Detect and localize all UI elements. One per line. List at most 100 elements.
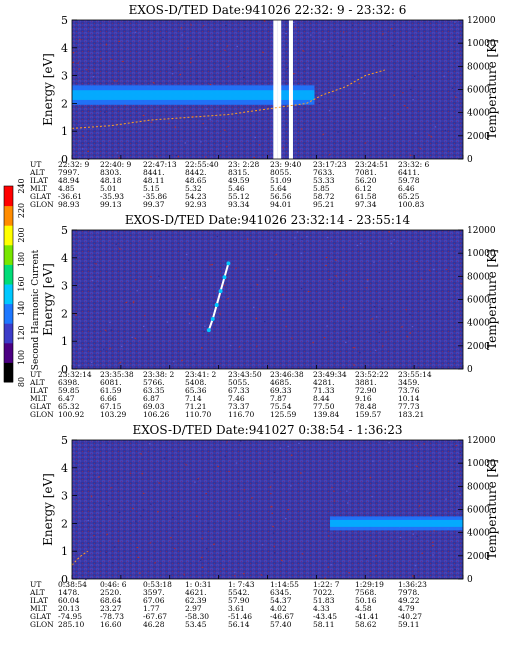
noise-speck — [237, 485, 239, 487]
orbit-cell: -74.95 — [58, 612, 82, 621]
noise-speck — [270, 506, 272, 508]
orbit-cell: 75.54 — [270, 402, 292, 411]
noise-speck — [131, 336, 134, 339]
noise-speck — [256, 345, 258, 347]
y2-tick-label: 6000 — [467, 86, 490, 96]
orbit-cell: -35.86 — [143, 192, 167, 201]
noise-speck — [118, 511, 121, 513]
orbit-row-label: GLON — [30, 620, 54, 629]
orbit-table: UTALTILATMLTGLATGLON23:32:146398.59.856.… — [29, 370, 432, 419]
noise-speck — [196, 515, 198, 517]
orbit-cell: 60.04 — [58, 596, 80, 605]
y2-axis-label: Temperature [K] — [485, 459, 499, 560]
orbit-cell: 22:47:13 — [143, 160, 177, 169]
y2-tick-label: 10000 — [467, 39, 496, 49]
noise-speck — [150, 503, 152, 505]
orbit-row-label: UT — [30, 160, 41, 169]
noise-speck — [188, 313, 191, 315]
noise-speck — [224, 49, 226, 51]
noise-speck — [233, 571, 236, 573]
noise-speck — [139, 572, 141, 574]
noise-speck — [87, 519, 89, 522]
noise-speck — [417, 240, 420, 242]
noise-speck — [423, 443, 425, 445]
noise-speck — [332, 283, 335, 285]
noise-speck — [270, 493, 272, 495]
orbit-cell: 95.21 — [313, 200, 334, 209]
noise-speck — [179, 73, 181, 76]
noise-speck — [77, 62, 80, 64]
noise-speck — [254, 136, 256, 139]
noise-speck — [188, 322, 191, 324]
orbit-cell: 48.11 — [143, 176, 164, 185]
noise-speck — [378, 331, 381, 334]
noise-speck — [197, 478, 200, 480]
trace-point — [206, 328, 211, 333]
orbit-row-label: ILAT — [30, 386, 48, 395]
y-tick-label: 4 — [61, 462, 68, 475]
orbit-cell: 1:36:23 — [398, 580, 427, 589]
noise-speck — [333, 490, 335, 492]
noise-speck — [375, 555, 377, 557]
y2-tick-label: 12000 — [467, 16, 496, 26]
noise-speck — [282, 294, 284, 296]
noise-speck — [226, 145, 228, 148]
orbit-cell: 6.46 — [398, 184, 415, 193]
noise-speck — [246, 238, 249, 240]
noise-speck — [282, 147, 284, 149]
y2-tick-label: 6000 — [467, 296, 490, 306]
noise-speck — [363, 92, 366, 94]
y2-tick-label: 12000 — [467, 226, 496, 236]
orbit-cell: 7.87 — [270, 394, 287, 403]
noise-speck — [152, 82, 155, 84]
noise-speck — [118, 40, 120, 43]
noise-speck — [271, 239, 273, 241]
y-tick-label: 1 — [61, 335, 68, 348]
colorbar-segment — [4, 186, 13, 207]
noise-speck — [285, 32, 287, 35]
noise-speck — [393, 239, 395, 241]
noise-speck — [312, 342, 314, 344]
orbit-cell: 54.23 — [185, 192, 207, 201]
noise-speck — [196, 316, 199, 318]
noise-speck — [78, 365, 80, 367]
orbit-cell: 5.46 — [228, 184, 245, 193]
orbit-cell: 6.12 — [355, 184, 372, 193]
noise-speck — [410, 88, 412, 91]
noise-speck — [250, 286, 252, 288]
orbit-cell: 3459. — [398, 378, 419, 387]
noise-speck — [122, 60, 124, 63]
orbit-cell: 98.93 — [58, 200, 80, 209]
noise-speck — [371, 318, 374, 320]
noise-speck — [90, 361, 93, 363]
noise-speck — [443, 75, 445, 77]
noise-speck — [272, 525, 274, 528]
orbit-cell: 1.77 — [143, 604, 160, 613]
orbit-cell: 65.25 — [398, 192, 420, 201]
orbit-cell: 67.15 — [100, 402, 122, 411]
noise-speck — [325, 264, 327, 267]
orbit-cell: 54.37 — [270, 596, 292, 605]
orbit-cell: 8442. — [185, 168, 206, 177]
noise-speck — [177, 156, 180, 158]
orbit-cell: 99.13 — [100, 200, 122, 209]
noise-speck — [414, 565, 417, 567]
colorbar-tick-label: 160 — [17, 276, 26, 291]
orbit-cell: 6411. — [398, 168, 419, 177]
noise-speck — [342, 306, 345, 309]
orbit-cell: 7081. — [355, 168, 376, 177]
noise-speck — [235, 462, 238, 464]
colorbar-label: Second Harmonic Current — [31, 249, 41, 370]
noise-speck — [158, 482, 160, 484]
noise-speck — [286, 68, 289, 70]
noise-speck — [446, 268, 448, 271]
noise-speck — [373, 306, 376, 308]
noise-speck — [460, 283, 463, 285]
noise-speck — [301, 238, 303, 240]
noise-speck — [72, 61, 74, 64]
noise-speck — [129, 472, 132, 475]
noise-speck — [158, 275, 160, 277]
noise-speck — [201, 566, 204, 568]
noise-speck — [140, 453, 142, 455]
noise-speck — [388, 442, 390, 444]
